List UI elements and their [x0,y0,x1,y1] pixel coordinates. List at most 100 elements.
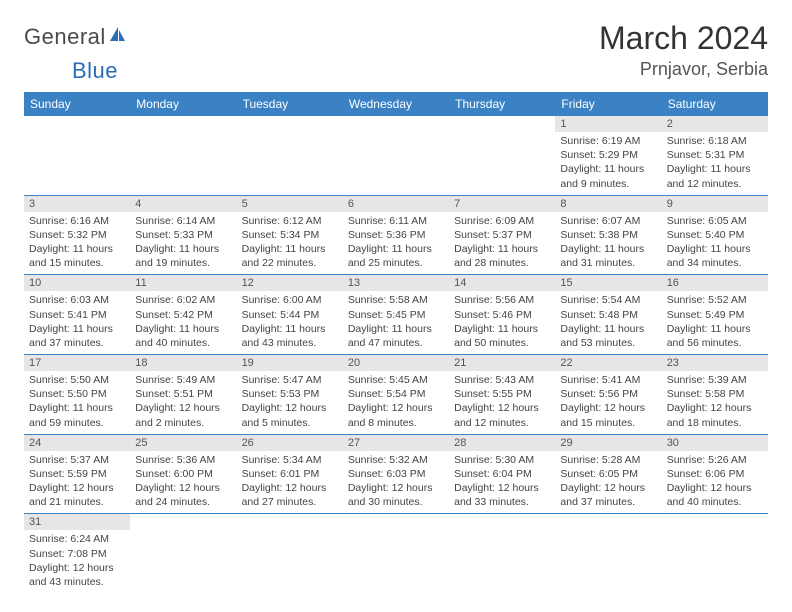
sunset-text: Sunset: 5:40 PM [667,228,763,242]
day-details: Sunrise: 5:39 AMSunset: 5:58 PMDaylight:… [662,371,768,434]
day-details: Sunrise: 5:47 AMSunset: 5:53 PMDaylight:… [237,371,343,434]
daylight-text: Daylight: 11 hours and 53 minutes. [560,322,656,350]
daylight-text: Daylight: 12 hours and 18 minutes. [667,401,763,429]
sunrise-text: Sunrise: 6:11 AM [348,214,444,228]
sunset-text: Sunset: 5:31 PM [667,148,763,162]
sunrise-text: Sunrise: 6:14 AM [135,214,231,228]
sunrise-text: Sunrise: 6:16 AM [29,214,125,228]
day-details: Sunrise: 6:18 AMSunset: 5:31 PMDaylight:… [662,132,768,195]
sunset-text: Sunset: 6:05 PM [560,467,656,481]
daylight-text: Daylight: 12 hours and 33 minutes. [454,481,550,509]
day-number: 31 [24,514,130,530]
sail-icon [108,25,128,48]
sunrise-text: Sunrise: 5:56 AM [454,293,550,307]
logo-text-general: General [24,24,106,50]
day-number: 5 [237,196,343,212]
sunrise-text: Sunrise: 5:30 AM [454,453,550,467]
day-number: 17 [24,355,130,371]
day-details: Sunrise: 6:11 AMSunset: 5:36 PMDaylight:… [343,212,449,275]
day-details: Sunrise: 5:43 AMSunset: 5:55 PMDaylight:… [449,371,555,434]
calendar-day-cell: 29Sunrise: 5:28 AMSunset: 6:05 PMDayligh… [555,434,661,514]
calendar-day-cell: 11Sunrise: 6:02 AMSunset: 5:42 PMDayligh… [130,275,236,355]
day-number: 23 [662,355,768,371]
day-number: 24 [24,435,130,451]
sunset-text: Sunset: 5:34 PM [242,228,338,242]
day-number: 21 [449,355,555,371]
sunset-text: Sunset: 5:42 PM [135,308,231,322]
calendar-day-cell: 21Sunrise: 5:43 AMSunset: 5:55 PMDayligh… [449,355,555,435]
sunset-text: Sunset: 5:54 PM [348,387,444,401]
weekday-header-row: SundayMondayTuesdayWednesdayThursdayFrid… [24,92,768,116]
weekday-header: Saturday [662,92,768,116]
calendar-week-row: 10Sunrise: 6:03 AMSunset: 5:41 PMDayligh… [24,275,768,355]
sunset-text: Sunset: 5:33 PM [135,228,231,242]
calendar-day-cell: 15Sunrise: 5:54 AMSunset: 5:48 PMDayligh… [555,275,661,355]
calendar-day-cell: 3Sunrise: 6:16 AMSunset: 5:32 PMDaylight… [24,195,130,275]
calendar-empty-cell [662,514,768,593]
daylight-text: Daylight: 11 hours and 28 minutes. [454,242,550,270]
day-details: Sunrise: 5:26 AMSunset: 6:06 PMDaylight:… [662,451,768,514]
weekday-header: Tuesday [237,92,343,116]
sunset-text: Sunset: 5:50 PM [29,387,125,401]
calendar-day-cell: 7Sunrise: 6:09 AMSunset: 5:37 PMDaylight… [449,195,555,275]
sunset-text: Sunset: 5:55 PM [454,387,550,401]
logo: General [24,24,128,50]
calendar-day-cell: 19Sunrise: 5:47 AMSunset: 5:53 PMDayligh… [237,355,343,435]
sunset-text: Sunset: 5:53 PM [242,387,338,401]
calendar-week-row: 1Sunrise: 6:19 AMSunset: 5:29 PMDaylight… [24,116,768,195]
calendar-empty-cell [449,514,555,593]
daylight-text: Daylight: 12 hours and 8 minutes. [348,401,444,429]
day-number: 7 [449,196,555,212]
sunrise-text: Sunrise: 6:05 AM [667,214,763,228]
daylight-text: Daylight: 11 hours and 47 minutes. [348,322,444,350]
sunset-text: Sunset: 5:38 PM [560,228,656,242]
sunrise-text: Sunrise: 5:32 AM [348,453,444,467]
daylight-text: Daylight: 11 hours and 56 minutes. [667,322,763,350]
sunset-text: Sunset: 5:32 PM [29,228,125,242]
calendar-empty-cell [130,514,236,593]
day-details: Sunrise: 6:03 AMSunset: 5:41 PMDaylight:… [24,291,130,354]
sunrise-text: Sunrise: 5:52 AM [667,293,763,307]
calendar-day-cell: 10Sunrise: 6:03 AMSunset: 5:41 PMDayligh… [24,275,130,355]
calendar-week-row: 17Sunrise: 5:50 AMSunset: 5:50 PMDayligh… [24,355,768,435]
weekday-header: Thursday [449,92,555,116]
calendar-table: SundayMondayTuesdayWednesdayThursdayFrid… [24,92,768,593]
day-number: 19 [237,355,343,371]
day-number: 29 [555,435,661,451]
sunrise-text: Sunrise: 6:18 AM [667,134,763,148]
sunrise-text: Sunrise: 6:12 AM [242,214,338,228]
day-details: Sunrise: 6:09 AMSunset: 5:37 PMDaylight:… [449,212,555,275]
day-details: Sunrise: 6:02 AMSunset: 5:42 PMDaylight:… [130,291,236,354]
day-details: Sunrise: 6:07 AMSunset: 5:38 PMDaylight:… [555,212,661,275]
sunset-text: Sunset: 6:03 PM [348,467,444,481]
weekday-header: Sunday [24,92,130,116]
weekday-header: Wednesday [343,92,449,116]
sunset-text: Sunset: 6:04 PM [454,467,550,481]
sunset-text: Sunset: 7:08 PM [29,547,125,561]
daylight-text: Daylight: 11 hours and 19 minutes. [135,242,231,270]
sunrise-text: Sunrise: 5:54 AM [560,293,656,307]
sunset-text: Sunset: 6:01 PM [242,467,338,481]
day-number: 25 [130,435,236,451]
day-details: Sunrise: 6:00 AMSunset: 5:44 PMDaylight:… [237,291,343,354]
day-number: 14 [449,275,555,291]
day-number: 11 [130,275,236,291]
day-number: 4 [130,196,236,212]
calendar-day-cell: 30Sunrise: 5:26 AMSunset: 6:06 PMDayligh… [662,434,768,514]
calendar-day-cell: 1Sunrise: 6:19 AMSunset: 5:29 PMDaylight… [555,116,661,195]
sunset-text: Sunset: 5:45 PM [348,308,444,322]
sunrise-text: Sunrise: 5:47 AM [242,373,338,387]
day-number: 26 [237,435,343,451]
sunrise-text: Sunrise: 5:26 AM [667,453,763,467]
day-details: Sunrise: 5:32 AMSunset: 6:03 PMDaylight:… [343,451,449,514]
logo-text-blue: Blue [72,58,118,83]
calendar-day-cell: 28Sunrise: 5:30 AMSunset: 6:04 PMDayligh… [449,434,555,514]
daylight-text: Daylight: 12 hours and 30 minutes. [348,481,444,509]
day-number: 27 [343,435,449,451]
daylight-text: Daylight: 12 hours and 5 minutes. [242,401,338,429]
day-details: Sunrise: 6:14 AMSunset: 5:33 PMDaylight:… [130,212,236,275]
day-details: Sunrise: 6:05 AMSunset: 5:40 PMDaylight:… [662,212,768,275]
sunrise-text: Sunrise: 5:58 AM [348,293,444,307]
sunset-text: Sunset: 5:49 PM [667,308,763,322]
daylight-text: Daylight: 12 hours and 2 minutes. [135,401,231,429]
